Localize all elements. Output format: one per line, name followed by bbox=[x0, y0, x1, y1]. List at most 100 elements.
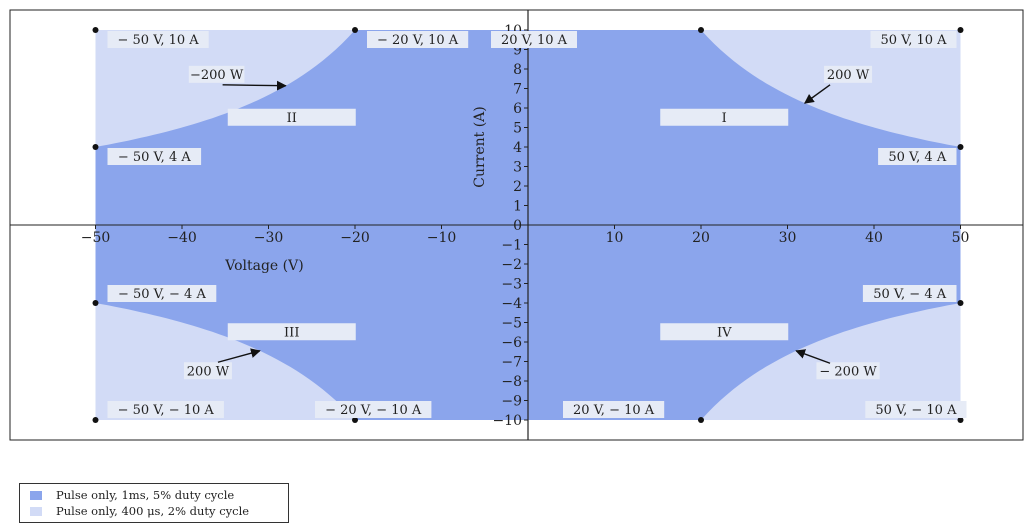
power-annotation: 200 W bbox=[824, 65, 873, 83]
y-tick-label: 2 bbox=[513, 179, 522, 195]
y-tick-label: −9 bbox=[501, 394, 522, 410]
y-tick-label: −4 bbox=[501, 296, 522, 312]
power-annotation-text: 200 W bbox=[827, 68, 870, 83]
y-axis-title: Current (A) bbox=[472, 106, 488, 188]
point-label: − 20 V, 10 A bbox=[367, 31, 469, 48]
y-tick-label: −7 bbox=[501, 355, 522, 371]
point-label-text: 50 V, − 10 A bbox=[875, 403, 957, 418]
y-tick-label: −10 bbox=[492, 413, 522, 429]
y-tick-label: −2 bbox=[501, 257, 522, 273]
y-tick-label: −8 bbox=[501, 374, 522, 390]
point-label-text: 20 V, 10 A bbox=[501, 33, 568, 48]
quadrant-label-box bbox=[227, 323, 356, 341]
power-annotation-text: −200 W bbox=[190, 68, 244, 83]
quadrant-label: III bbox=[227, 323, 356, 341]
legend-swatch-dark bbox=[30, 490, 42, 500]
point-label-text: − 20 V, − 10 A bbox=[325, 403, 422, 418]
y-tick-label: 9 bbox=[513, 43, 522, 59]
point-label: 50 V, − 10 A bbox=[865, 401, 967, 418]
x-tick-label: 40 bbox=[865, 230, 883, 246]
x-tick-label: 30 bbox=[779, 230, 797, 246]
y-tick-label: 1 bbox=[513, 199, 522, 215]
point-label-box bbox=[563, 401, 665, 418]
power-annotation: − 200 W bbox=[816, 362, 880, 380]
x-tick-label: −50 bbox=[81, 230, 111, 246]
power-annotation-box bbox=[183, 362, 232, 380]
point-label-text: − 20 V, 10 A bbox=[377, 33, 459, 48]
y-tick-label: 8 bbox=[513, 62, 522, 78]
point-label: − 50 V, 4 A bbox=[107, 148, 202, 165]
point-label-box bbox=[107, 148, 202, 165]
y-tick-label: 7 bbox=[513, 82, 522, 98]
x-tick-label: 10 bbox=[606, 230, 624, 246]
legend-item: Pulse only, 1ms, 5% duty cycle bbox=[20, 487, 288, 503]
x-tick-label: −10 bbox=[427, 230, 457, 246]
corner-point bbox=[92, 417, 99, 423]
y-tick-label: 5 bbox=[513, 121, 522, 137]
annotation-arrow bbox=[222, 80, 287, 91]
point-label: 50 V, 4 A bbox=[878, 148, 957, 165]
point-label-box bbox=[107, 31, 209, 48]
corner-point bbox=[352, 417, 358, 423]
x-tick-label: −20 bbox=[340, 230, 370, 246]
point-label-text: − 50 V, − 4 A bbox=[118, 287, 207, 302]
point-label-box bbox=[107, 285, 217, 302]
point-label-box bbox=[491, 31, 577, 48]
y-tick-label: −5 bbox=[501, 316, 522, 332]
corner-point bbox=[92, 144, 99, 150]
x-tick-label: 50 bbox=[952, 230, 970, 246]
point-label-text: 50 V, 4 A bbox=[888, 150, 946, 165]
point-label: 50 V, − 4 A bbox=[862, 285, 957, 302]
legend-item: Pulse only, 400 μs, 2% duty cycle bbox=[20, 503, 288, 519]
quadrant-label-text: I bbox=[722, 111, 727, 126]
power-annotation-text: 200 W bbox=[187, 364, 230, 379]
legend-label-dark: Pulse only, 1ms, 5% duty cycle bbox=[56, 488, 235, 502]
power-annotation-box bbox=[188, 65, 245, 83]
point-label-box bbox=[878, 148, 957, 165]
y-tick-label: −6 bbox=[501, 335, 522, 351]
y-tick-label: −1 bbox=[501, 238, 522, 254]
power-annotation: −200 W bbox=[188, 65, 245, 83]
x-tick-label: 20 bbox=[692, 230, 710, 246]
corner-point bbox=[957, 144, 964, 150]
corner-point bbox=[957, 300, 964, 306]
power-annotation-text: − 200 W bbox=[819, 364, 877, 379]
legend-swatch-light bbox=[30, 506, 42, 516]
point-label-box bbox=[107, 401, 224, 418]
power-annotation: 200 W bbox=[183, 362, 232, 380]
legend: Pulse only, 1ms, 5% duty cycle Pulse onl… bbox=[19, 483, 289, 523]
point-label-text: 20 V, − 10 A bbox=[573, 403, 655, 418]
quadrant-label: IV bbox=[660, 323, 789, 341]
point-label: − 20 V, − 10 A bbox=[315, 401, 432, 418]
y-tick-label: 4 bbox=[513, 140, 522, 156]
power-annotation-box bbox=[816, 362, 880, 380]
corner-point bbox=[957, 27, 964, 33]
point-label-box bbox=[865, 401, 967, 418]
chart-svg: −50 −40 −30 −20 −10 10 20 30 40 50−10−9−8−7−6−5−4… bbox=[9, 9, 1024, 441]
point-label: 50 V, 10 A bbox=[870, 31, 957, 48]
point-label: 20 V, − 10 A bbox=[563, 401, 665, 418]
x-tick-label: −30 bbox=[254, 230, 284, 246]
corner-point bbox=[92, 27, 99, 33]
point-label-text: 50 V, − 4 A bbox=[873, 287, 946, 302]
point-label-text: − 50 V, 10 A bbox=[118, 33, 200, 48]
y-tick-label: 6 bbox=[513, 101, 522, 117]
quadrant-label: II bbox=[227, 108, 356, 126]
annotation-arrow bbox=[217, 348, 261, 363]
point-label: − 50 V, − 10 A bbox=[107, 401, 224, 418]
y-tick-label: 3 bbox=[513, 160, 522, 176]
legend-label-light: Pulse only, 400 μs, 2% duty cycle bbox=[56, 504, 250, 518]
corner-point bbox=[957, 417, 964, 423]
point-label: − 50 V, − 4 A bbox=[107, 285, 217, 302]
point-label-text: 50 V, 10 A bbox=[880, 33, 947, 48]
quadrant-label-text: III bbox=[284, 325, 299, 340]
quadrant-label-text: II bbox=[287, 111, 297, 126]
x-tick-label: −40 bbox=[167, 230, 197, 246]
point-label-box bbox=[367, 31, 469, 48]
corner-point bbox=[698, 27, 704, 33]
y-tick-label: −3 bbox=[501, 277, 522, 293]
quadrant-label-box bbox=[227, 108, 356, 126]
point-label: − 50 V, 10 A bbox=[107, 31, 209, 48]
power-annotation-box bbox=[824, 65, 873, 83]
y-tick-label: 0 bbox=[513, 218, 522, 234]
